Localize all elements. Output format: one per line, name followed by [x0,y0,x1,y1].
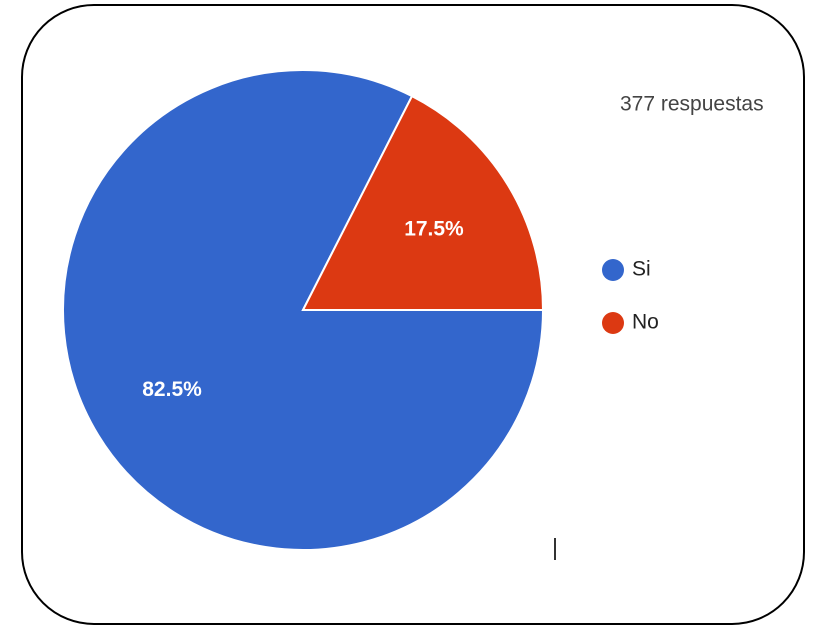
slice-label: 17.5% [404,217,464,240]
legend-swatch [602,259,624,281]
pie-slice [301,94,545,311]
legend-label: No [632,311,659,334]
legend-swatch [602,312,624,334]
chart-subtitle: 377 respuestas [620,93,764,116]
legend-label: Si [632,258,651,281]
slice-label: 82.5% [142,378,202,401]
